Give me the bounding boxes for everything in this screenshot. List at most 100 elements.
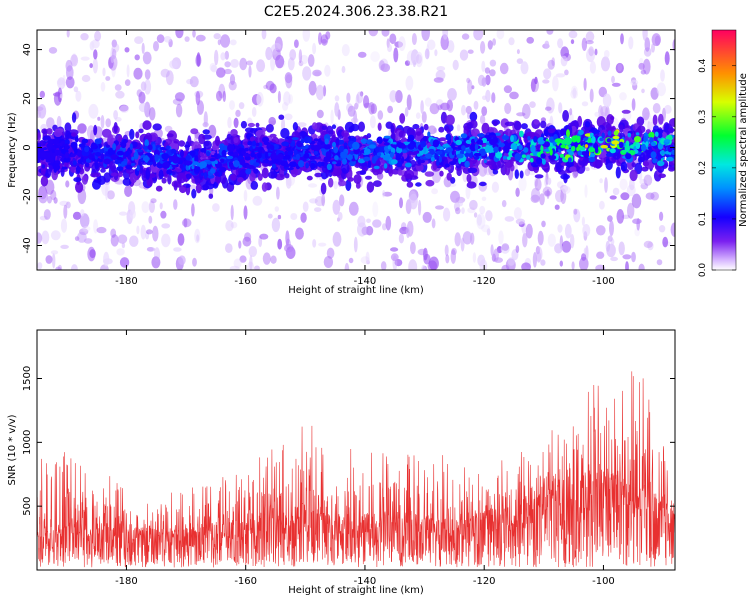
spectrogram-cell bbox=[569, 108, 573, 116]
spectrogram-cell bbox=[141, 201, 150, 214]
spectrogram-cell bbox=[481, 224, 491, 233]
spectrogram-cell bbox=[70, 132, 77, 137]
spectrogram-cell bbox=[578, 158, 588, 166]
spectrogram-cell bbox=[415, 182, 422, 187]
spectrogram-cell bbox=[37, 262, 43, 270]
spectrogram-cell bbox=[282, 101, 289, 111]
spectrogram-cell bbox=[591, 136, 596, 144]
spectrogram-cell bbox=[117, 234, 128, 244]
spectrogram-cell bbox=[66, 65, 74, 80]
spectrogram-cell bbox=[269, 133, 277, 138]
spectrogram-cell bbox=[658, 173, 666, 179]
spectrogram-cell bbox=[417, 135, 422, 141]
spectrogram-cell bbox=[536, 157, 543, 165]
spectrogram-cell bbox=[600, 56, 611, 72]
spectrogram-cell bbox=[173, 199, 178, 210]
spectrogram-cell bbox=[358, 121, 365, 132]
spectrogram-cell bbox=[272, 42, 282, 51]
spectrogram-cell bbox=[642, 58, 651, 75]
spectrogram-cell bbox=[640, 152, 646, 163]
spectrogram-cell bbox=[494, 132, 501, 136]
spectrogram-cell bbox=[254, 265, 260, 270]
spectrogram-cell bbox=[481, 122, 490, 134]
spectrogram-cell bbox=[70, 153, 76, 158]
spectrogram-cell bbox=[224, 50, 229, 60]
spectrogram-cell bbox=[428, 256, 439, 270]
spectrogram-cell bbox=[71, 264, 78, 270]
spectrogram-cell bbox=[65, 76, 75, 89]
spectrogram-cell bbox=[594, 159, 602, 169]
spectrogram-cell bbox=[379, 152, 385, 158]
spectrogram-cell bbox=[620, 161, 628, 172]
spectrogram-cell bbox=[194, 228, 201, 244]
spectrogram-cell bbox=[281, 141, 289, 147]
spectrogram-cell bbox=[244, 127, 255, 133]
spectrogram-cell bbox=[310, 162, 316, 170]
spectrogram-cell bbox=[420, 140, 427, 148]
spectrogram-cell bbox=[53, 197, 58, 204]
spectrogram-cell bbox=[493, 146, 499, 153]
spectrogram-cell bbox=[135, 131, 140, 139]
spectrogram-cell bbox=[117, 171, 124, 178]
spectrogram-cell bbox=[332, 231, 342, 247]
spectrogram-cell bbox=[408, 259, 418, 270]
spectrogram-cell bbox=[113, 110, 118, 120]
spectrogram-cell bbox=[515, 187, 520, 197]
spectrogram-cell bbox=[404, 169, 414, 179]
spectrogram-cell bbox=[198, 133, 206, 145]
spectrogram-cell bbox=[433, 77, 444, 83]
spectrogram-cell bbox=[605, 152, 614, 157]
spectrogram-cell bbox=[422, 135, 428, 142]
spectrogram-cell bbox=[73, 177, 82, 183]
spectrogram-cell bbox=[249, 136, 256, 142]
spectrogram-cell bbox=[396, 142, 403, 147]
y-tick-label: 40 bbox=[22, 43, 33, 56]
spectrogram-cell bbox=[243, 189, 248, 202]
spectrogram-y-ticks: -40 -20 0 20 40 bbox=[22, 43, 675, 254]
spectrogram-cell bbox=[136, 164, 140, 171]
spectrogram-cell bbox=[41, 230, 50, 245]
spectrogram-cell bbox=[320, 148, 325, 152]
spectrogram-cell bbox=[472, 252, 477, 263]
spectrogram-cell bbox=[619, 178, 628, 191]
snr-series-line bbox=[37, 371, 675, 568]
spectrogram-cell bbox=[326, 163, 332, 170]
spectrogram-cell bbox=[432, 168, 442, 184]
spectrogram-cell bbox=[652, 114, 658, 126]
spectrogram-cell bbox=[455, 139, 463, 146]
spectrogram-cell bbox=[220, 52, 226, 61]
spectrogram-cell bbox=[436, 160, 440, 167]
spectrogram-cell bbox=[578, 129, 584, 136]
spectrogram-cell bbox=[383, 142, 390, 146]
spectrogram-cell bbox=[214, 160, 218, 164]
spectrogram-cell bbox=[148, 107, 156, 121]
spectrogram-cell bbox=[429, 103, 440, 115]
spectrogram-cell bbox=[429, 150, 436, 155]
y-tick-label: 500 bbox=[22, 497, 33, 516]
spectrogram-cell bbox=[184, 144, 191, 148]
spectrogram-cell bbox=[531, 187, 541, 202]
spectrogram-cell bbox=[473, 212, 478, 218]
spectrogram-cell bbox=[93, 219, 99, 234]
spectrogram-cell bbox=[350, 123, 360, 132]
spectrogram-cell bbox=[406, 181, 414, 188]
spectrogram-cell bbox=[338, 180, 347, 187]
spectrogram-cell bbox=[121, 161, 128, 166]
spectrogram-cell bbox=[479, 205, 486, 215]
spectrogram-cells bbox=[37, 30, 675, 270]
spectrogram-cell bbox=[353, 236, 358, 253]
spectrogram-cell bbox=[212, 181, 219, 189]
spectrogram-cell bbox=[508, 37, 515, 46]
spectrogram-cell bbox=[185, 155, 191, 161]
spectrogram-cell bbox=[401, 149, 408, 154]
spectrogram-cell bbox=[151, 256, 161, 269]
spectrogram-cell bbox=[216, 67, 226, 78]
spectrogram-cell bbox=[321, 125, 327, 130]
spectrogram-cell bbox=[184, 36, 190, 42]
spectrogram-cell bbox=[493, 248, 499, 262]
spectrogram-cell bbox=[672, 39, 675, 51]
spectrogram-cell bbox=[46, 128, 53, 135]
spectrogram-cell bbox=[385, 215, 392, 231]
spectrogram-cell bbox=[466, 181, 477, 189]
spectrogram-cell bbox=[527, 136, 531, 141]
